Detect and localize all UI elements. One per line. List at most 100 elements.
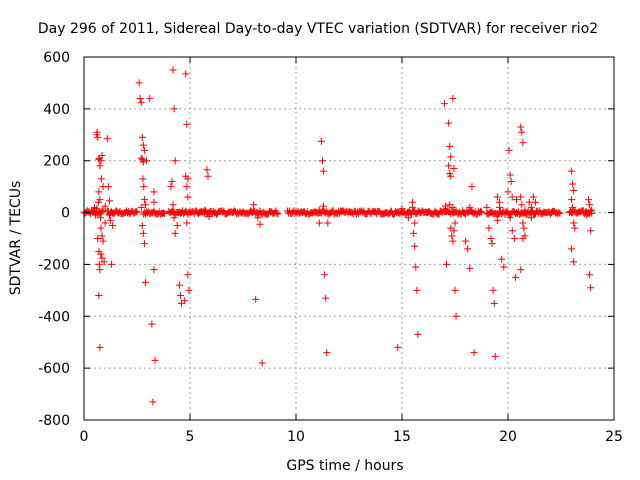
data-point (140, 183, 148, 191)
data-point (394, 343, 402, 351)
data-point (505, 146, 513, 154)
data-point (137, 154, 145, 162)
data-point (95, 188, 103, 196)
data-point (170, 105, 178, 113)
data-points (80, 66, 596, 406)
data-point (323, 349, 331, 357)
data-point (96, 343, 104, 351)
data-point (160, 209, 167, 217)
data-point (414, 330, 422, 338)
data-point (171, 229, 179, 237)
y-tick-label: 200 (43, 154, 70, 170)
data-point (478, 208, 485, 216)
data-point (93, 205, 101, 213)
data-point (150, 188, 158, 196)
data-point (103, 135, 111, 143)
data-point (519, 219, 527, 227)
data-point (529, 193, 537, 201)
data-point (569, 203, 577, 211)
axis-ticks: 0 5 10 15 20 25 -800 -600 -400 -200 0 200 400 600 (38, 50, 623, 445)
x-tick-label: 0 (80, 429, 89, 445)
data-point (137, 203, 145, 211)
x-tick-label: 10 (287, 429, 305, 445)
data-point (138, 133, 146, 141)
data-point (94, 198, 102, 206)
data-point (100, 258, 108, 266)
data-point (532, 198, 540, 206)
data-point (449, 94, 457, 102)
data-point (500, 263, 508, 271)
data-point (441, 202, 449, 210)
data-point (256, 220, 264, 228)
data-point (493, 193, 501, 201)
data-point (521, 206, 529, 214)
data-point (101, 219, 109, 227)
data-point (449, 237, 457, 245)
data-point (319, 157, 326, 165)
data-point (466, 264, 474, 272)
data-point (587, 284, 595, 292)
data-point (141, 279, 149, 287)
data-point (398, 205, 406, 213)
data-point (321, 271, 329, 279)
data-point (137, 98, 145, 106)
data-point (184, 193, 192, 201)
data-point (568, 167, 576, 175)
data-point (411, 242, 419, 250)
data-point (483, 203, 491, 211)
data-point (496, 203, 504, 211)
data-point (161, 210, 169, 218)
data-point (320, 202, 328, 210)
data-point (568, 196, 576, 204)
data-point (570, 258, 578, 266)
data-point (570, 219, 578, 227)
data-point (320, 167, 328, 175)
data-point (448, 232, 456, 240)
data-point (585, 196, 593, 204)
data-point (464, 245, 472, 253)
data-point (99, 206, 107, 214)
data-point (167, 183, 175, 191)
data-point (274, 210, 282, 218)
data-point (105, 197, 113, 205)
data-point (511, 273, 519, 281)
data-point (409, 203, 417, 211)
data-point (96, 162, 104, 170)
data-point (108, 260, 116, 268)
data-point (94, 235, 102, 242)
data-point (489, 286, 497, 294)
data-point (527, 203, 535, 211)
x-tick-label: 20 (499, 429, 517, 445)
data-point (95, 292, 103, 300)
data-point (493, 216, 501, 224)
data-point (317, 137, 325, 145)
data-point (404, 214, 412, 222)
data-point (517, 266, 525, 274)
data-point (96, 266, 104, 274)
data-point (412, 263, 420, 271)
data-point (447, 153, 455, 161)
data-point (519, 139, 527, 147)
data-point (173, 222, 181, 230)
data-point (184, 175, 192, 183)
data-point (183, 120, 191, 128)
data-point (101, 202, 109, 210)
data-point (413, 286, 421, 294)
data-point (571, 224, 579, 232)
data-point (99, 237, 107, 245)
data-point (109, 222, 117, 230)
data-point (520, 224, 528, 232)
data-point (498, 255, 506, 263)
data-point (93, 128, 101, 136)
data-point (107, 216, 114, 224)
data-point (169, 201, 177, 209)
data-point (105, 211, 113, 219)
plot-frame (83, 56, 615, 421)
data-point (140, 240, 148, 248)
data-point (587, 227, 595, 235)
data-point (443, 260, 451, 268)
data-point (98, 152, 106, 160)
data-point (506, 171, 514, 179)
data-point (148, 320, 156, 328)
data-point (136, 94, 144, 102)
